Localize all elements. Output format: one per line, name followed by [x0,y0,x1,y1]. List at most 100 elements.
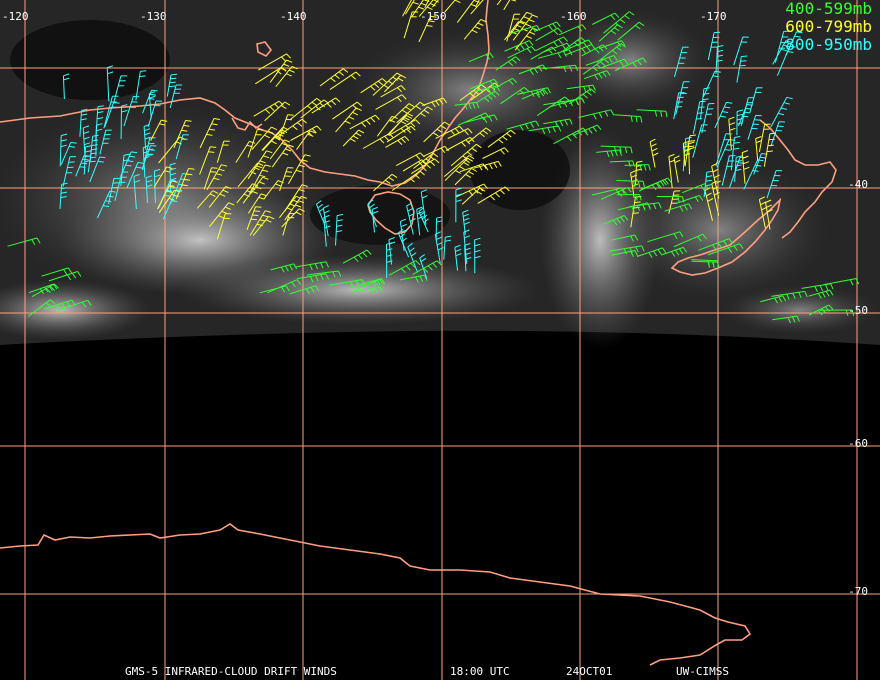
wind-barb-tick [688,141,695,145]
wind-barb-tick [89,160,96,163]
wind-barb-tick [502,136,508,141]
wind-barb-tick [316,98,322,103]
image-caption: GMS-5 INFRARED-CLOUD DRIFT WINDS 18:00 U… [0,664,880,680]
wind-barb-tick [520,20,526,24]
wind-barb-tick [613,27,620,32]
wind-barb-tick [418,207,424,212]
wind-barb-tick [44,286,49,293]
wind-barb-tick [620,43,627,48]
wind-barb-tick [46,288,51,294]
wind-barb-tick [830,283,834,290]
wind-barb-tick [436,128,443,133]
wind-barb-tick [716,59,723,62]
wind-barb-tick [386,254,393,257]
wind-barb-tick [171,180,178,183]
lat-label: -60 [848,437,868,450]
wind-barb-tick [504,147,509,153]
wind-barb-tick [575,65,579,71]
wind-barb-tick [417,215,424,220]
wind-barb-tick [163,194,171,197]
wind-barb-tick [755,140,762,144]
wind-barb-tick [824,284,829,291]
wind-barb-tick [463,229,470,233]
wind-barb-tick [580,37,586,42]
wind-barb-tick [427,106,433,111]
wind-barb-tick [295,204,302,208]
wind-barb-tick [553,30,559,36]
wind-barb-tick [416,206,423,210]
wind-barb-tick [423,218,429,224]
wind-barb-tick [470,3,477,7]
wind-barb-tick [642,181,645,188]
wind-barb-tick [610,14,616,21]
wind-barb-tick [637,59,642,66]
wind-barb-tick [400,268,406,274]
wind-barb-tick [583,86,587,93]
wind-barb-tick [464,243,471,246]
wind-barb-tick [216,173,223,176]
wind-barb-tick [682,247,688,253]
wind-barb-tick [529,69,534,75]
wind-barb-tick [767,144,774,147]
wind-barb-tick [464,103,468,110]
wind-barb-tick [577,39,583,45]
wind-barb-tick [464,158,470,164]
wind-barb-tick [759,196,766,200]
wind-barb-tick [307,105,313,110]
wind-barb-tick [183,124,190,127]
wind-barb-tick [298,200,305,204]
wind-barb-tick [133,173,140,177]
wind-barb-tick [213,177,220,181]
wind-barb-tick [424,275,428,281]
wind-barb-tick [755,164,762,167]
wind-barb-tick [685,136,692,139]
wind-barb-tick [174,189,181,193]
wind-barb-tick [774,297,779,304]
wind-barb-tick [372,206,378,210]
wind-barb-tick [653,203,657,210]
wind-barb-tick [855,278,860,285]
wind-barb-tick [586,46,591,52]
wind-barb-tick [307,133,314,137]
wind-barb-tick [632,62,637,68]
wind-barb-tick [639,164,643,171]
wind-barb-tick [471,147,478,153]
wind-barb-tick [510,129,516,135]
wind-barb-tick [673,155,680,159]
wind-barb-tick [401,109,408,114]
wind-barb-tick [662,247,667,254]
wind-barb-tick [752,169,759,172]
wind-barb-tick [464,130,469,136]
wind-barb-tick [477,22,484,26]
wind-barb-tick [577,130,583,136]
wind-barb-tick [454,244,461,248]
wind-barb-tick [213,118,220,120]
wind-barb-tick [619,146,622,153]
wind-barb-tick [348,116,355,120]
wind-barb-tick [61,182,68,185]
wind-barb-tick [107,65,114,69]
wind-barb-tick [821,308,827,314]
wind-barb-tick [415,260,421,266]
wind-barb-tick [293,263,298,270]
wind-barb-tick [630,170,637,174]
wind-barb-tick [724,106,731,109]
wind-barb-tick [602,44,608,50]
wind-barb-tick [336,219,343,222]
wind-barb-tick [668,153,675,157]
wind-barb-tick [577,26,583,32]
wind-barb-tick [651,147,658,152]
wind-barb-tick [526,11,533,15]
wind-barb-tick [476,190,483,195]
wind-barb-tick [281,286,285,293]
wind-barb-tick [464,247,471,251]
legend-entry-600-799mb: 600-799mb [785,17,872,36]
wind-barb-tick [266,150,273,154]
wind-barb-tick [61,302,66,309]
wind-barb-tick [489,52,494,59]
wind-barb-tick [628,160,631,167]
wind-barb-tick [596,124,602,131]
wind-barb-tick [332,271,336,278]
wind-barb-tick [397,228,404,234]
